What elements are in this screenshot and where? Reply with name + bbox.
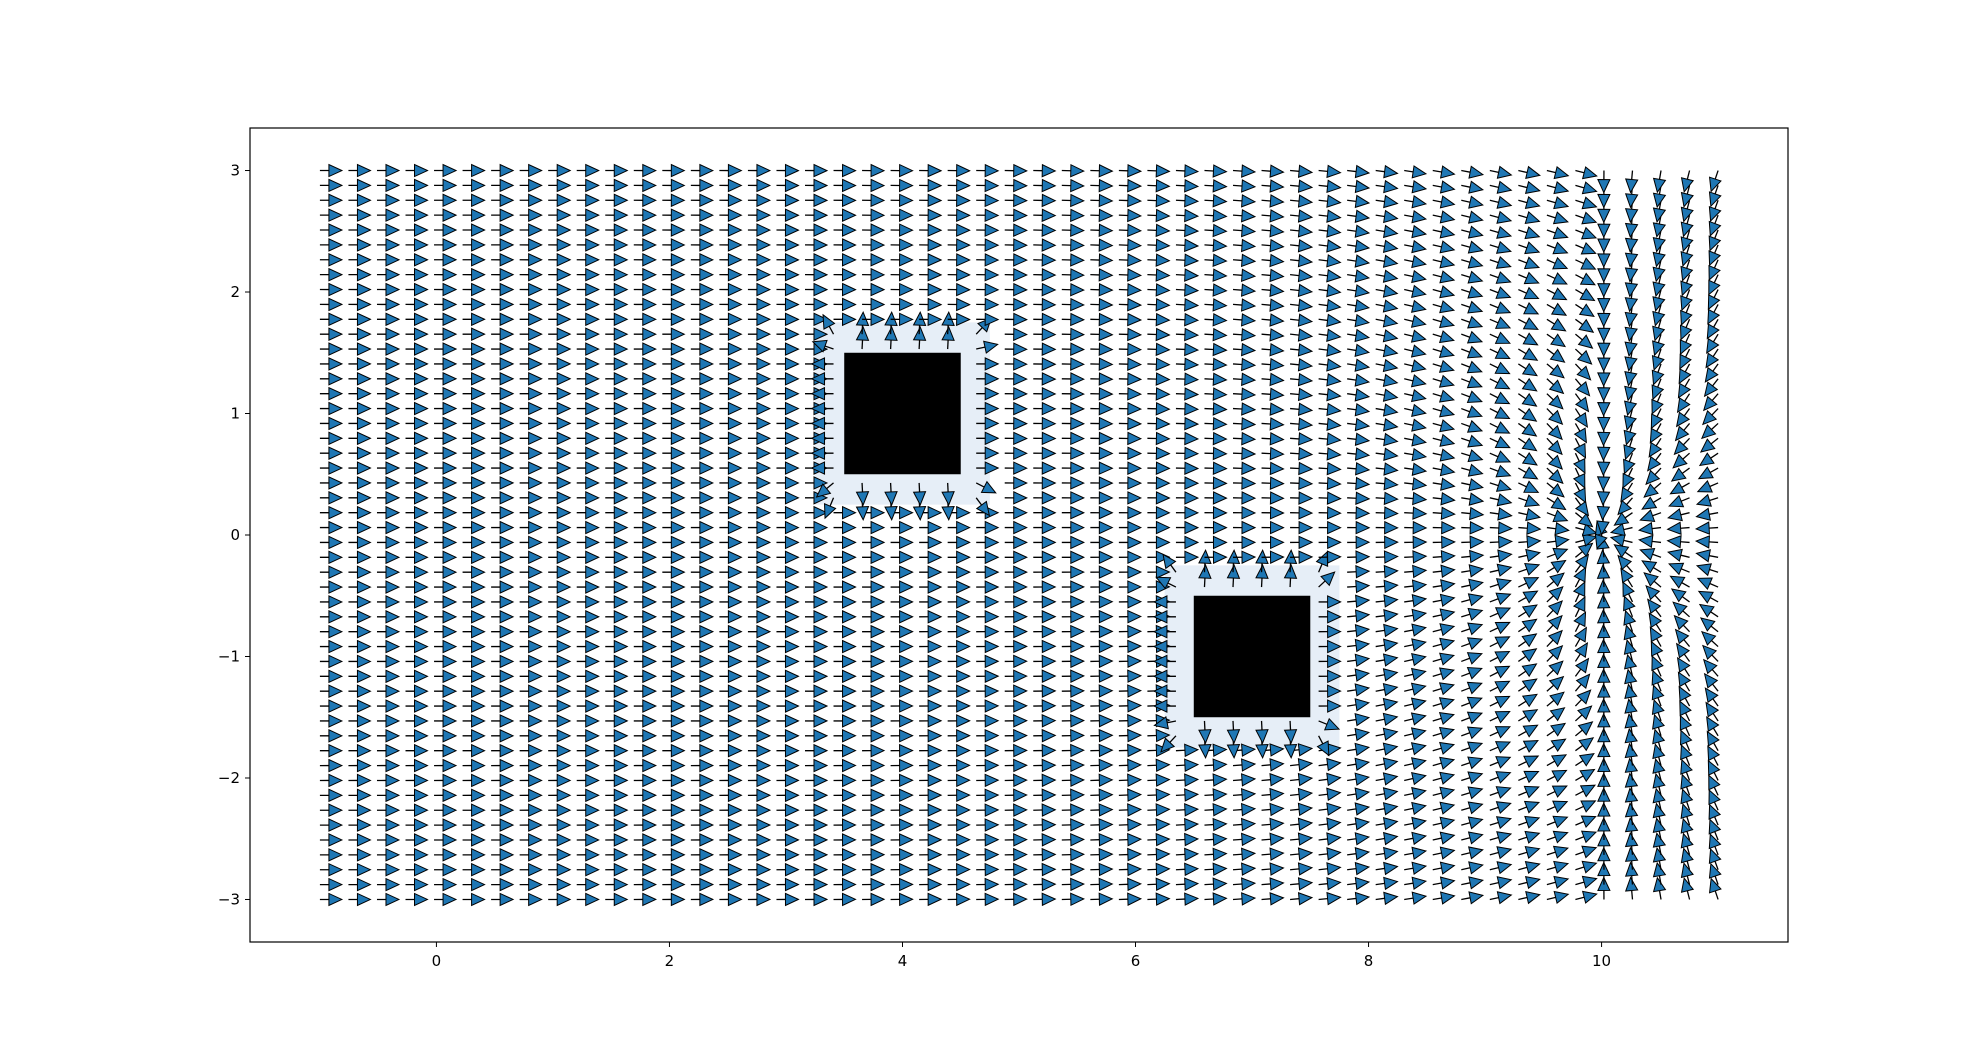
x-tick-label: 0 [432,952,442,970]
obstacle-1 [844,353,961,474]
y-tick-label: 1 [230,405,240,423]
y-tick-label: 3 [230,162,240,180]
y-tick-label: −2 [218,769,240,787]
y-tick-label: −3 [218,890,240,908]
y-tick-label: 0 [230,526,240,544]
y-tick-label: 2 [230,283,240,301]
x-tick-label: 6 [1131,952,1141,970]
x-tick-label: 10 [1592,952,1611,970]
x-tick-label: 4 [898,952,908,970]
x-tick-label: 8 [1364,952,1374,970]
obstacle-2 [1194,596,1311,717]
y-tick-label: −1 [218,647,240,665]
x-tick-label: 2 [665,952,675,970]
